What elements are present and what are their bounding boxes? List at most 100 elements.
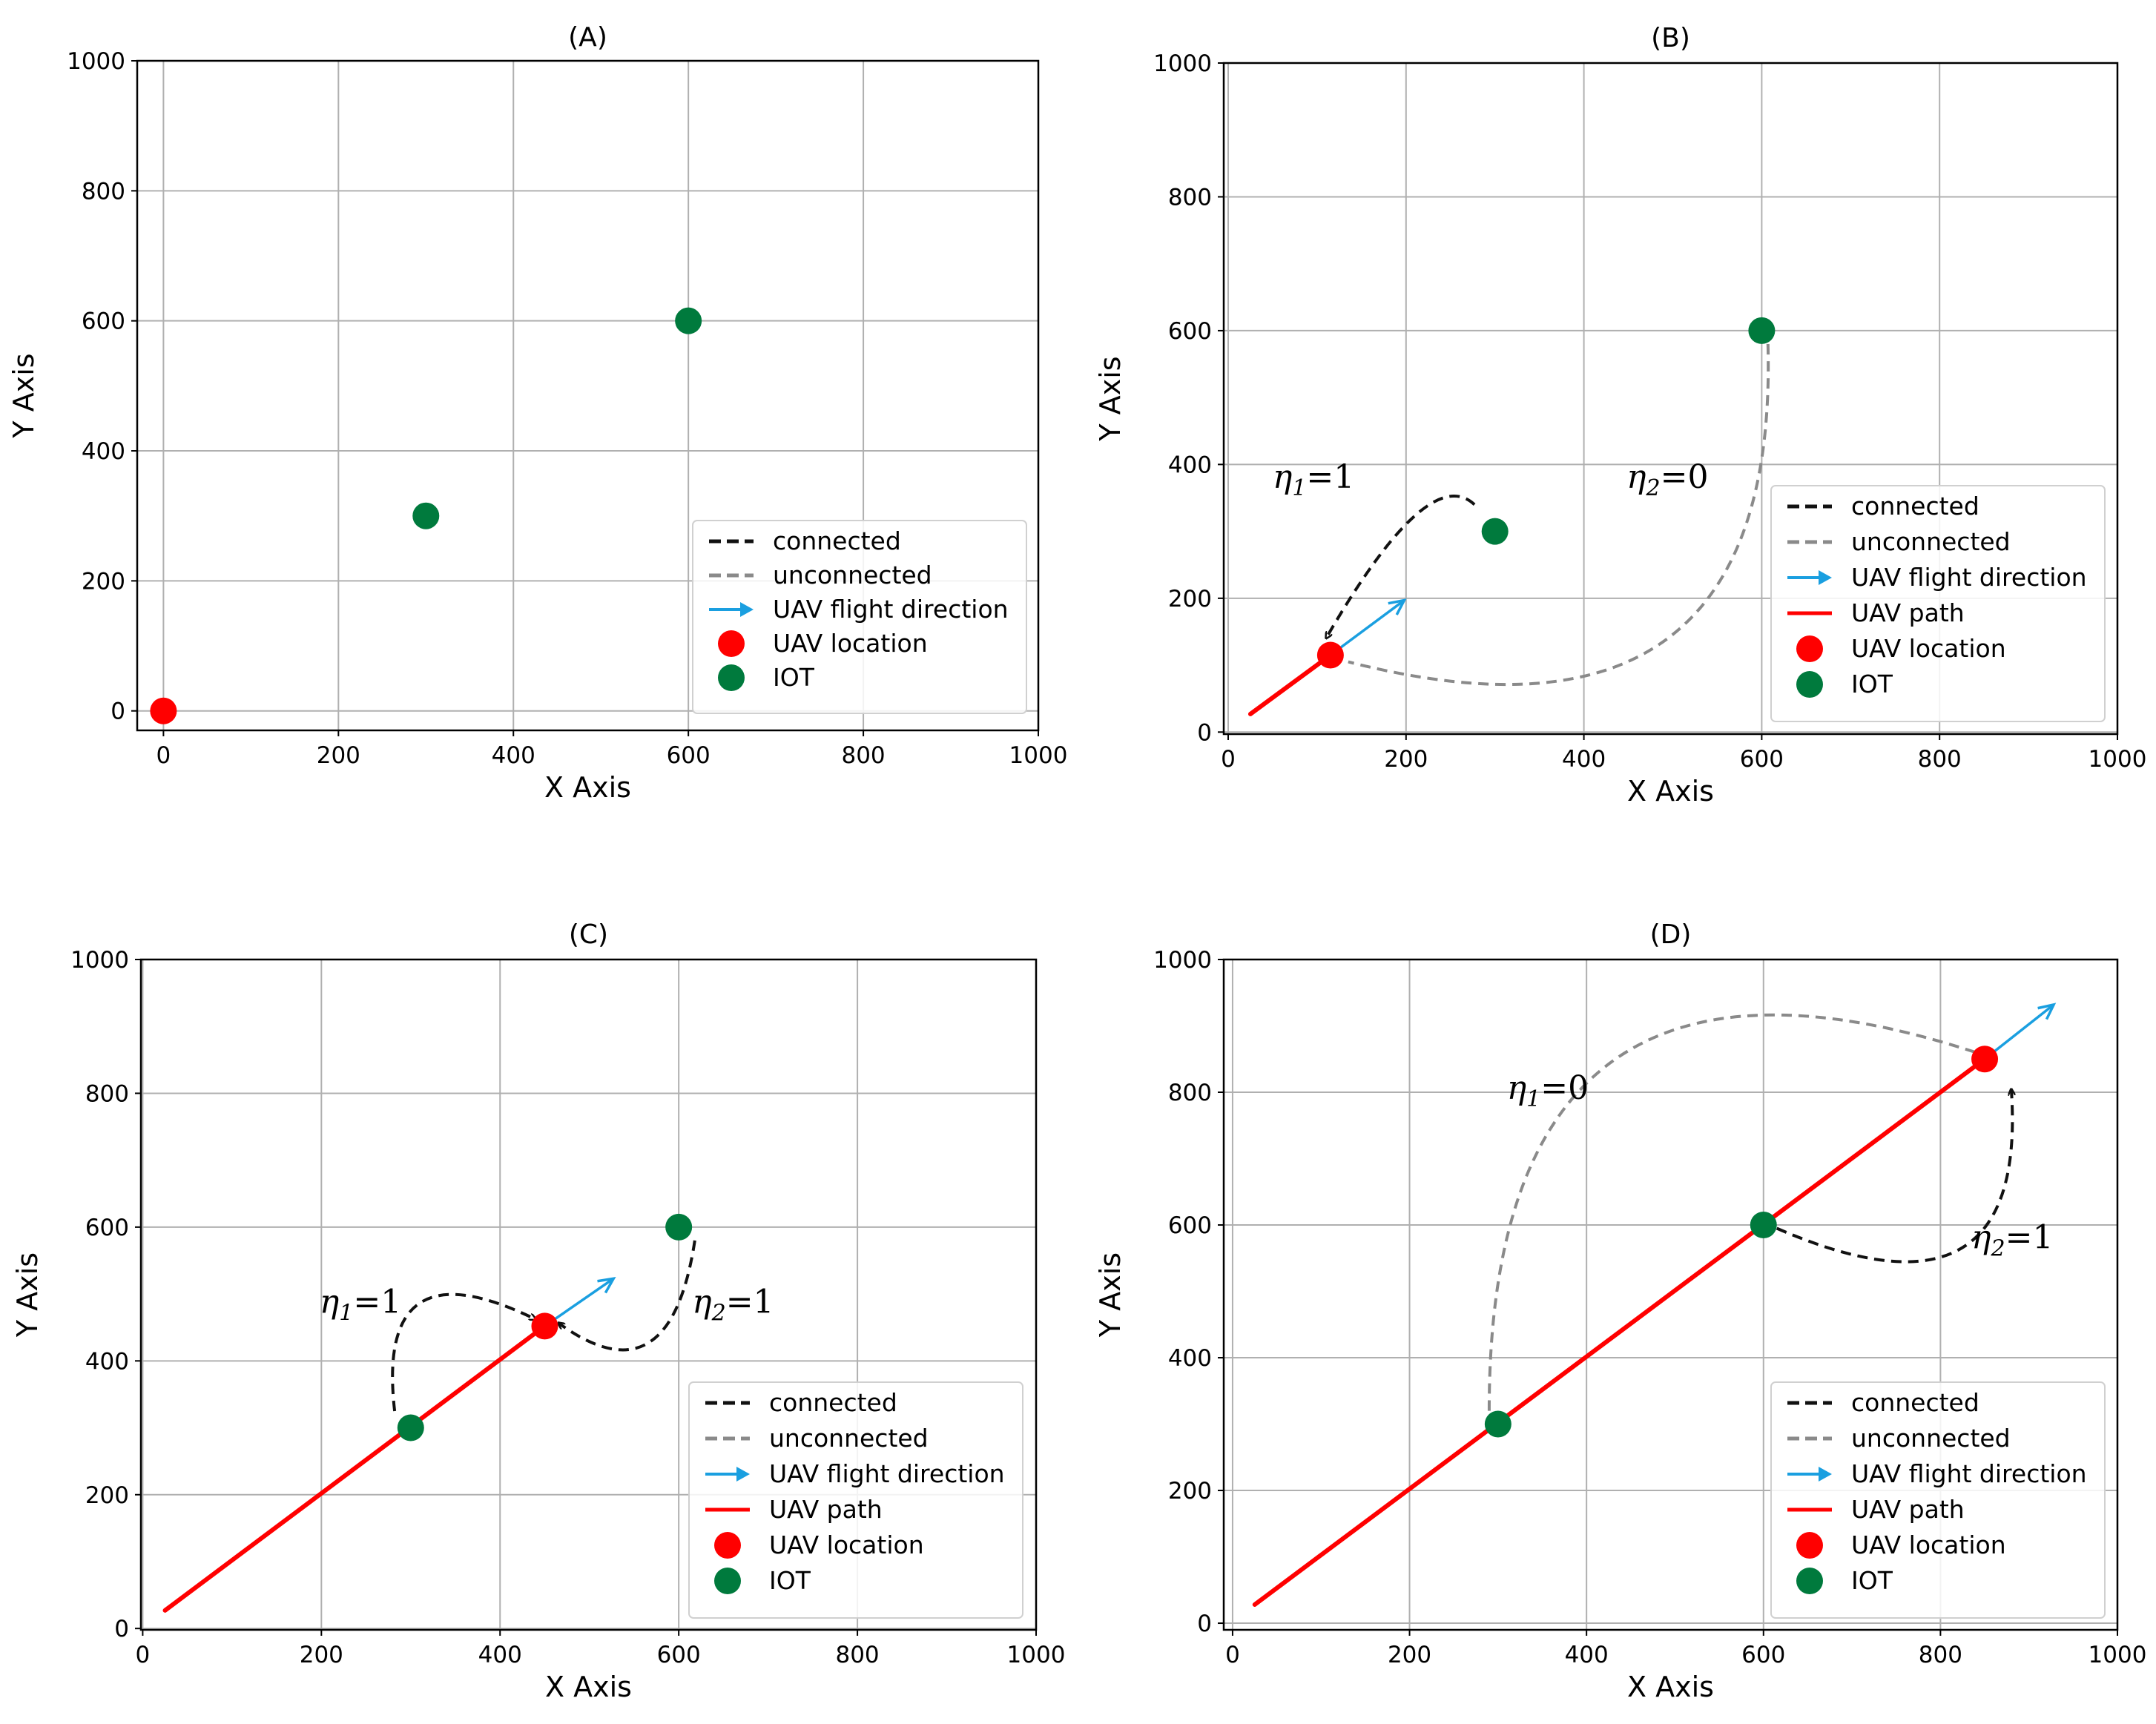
x-tick-label: 200 (1388, 1642, 1431, 1668)
legend-label: unconnected (769, 1424, 929, 1453)
y-tick-label: 800 (1168, 184, 1212, 211)
legend-label: unconnected (1851, 527, 2011, 556)
chart-panel-b: 0 200 400 600 800 1000 0 200 400 600 800 1000 (B) X A… (1094, 23, 2146, 807)
chart-panel-a: 0 200 400 600 800 1000 0 200 400 600 800 1000 (A) X A… (7, 22, 1067, 804)
y-tick-label: 200 (1168, 1478, 1212, 1505)
legend-box (1770, 1381, 2106, 1619)
legend-label: IOT (773, 663, 815, 692)
y-tick-label: 0 (114, 1616, 129, 1642)
legend-arrow-icon (1819, 1467, 1832, 1482)
flight-direction-arrowhead (597, 1277, 616, 1294)
legend-uav-marker (1796, 1532, 1823, 1559)
x-tick-label: 0 (136, 1642, 151, 1668)
y-tick-label: 200 (82, 568, 125, 595)
uav-location-marker (531, 1312, 558, 1340)
uav-location-marker (1971, 1046, 1999, 1073)
legend-label: UAV path (769, 1495, 883, 1524)
y-axis-label: Y Axis (1094, 1252, 1127, 1338)
legend-label: unconnected (1851, 1424, 2011, 1453)
x-tick-label: 600 (1740, 746, 1784, 773)
x-tick-label: 0 (156, 742, 171, 769)
legend-arrow-icon (1819, 570, 1832, 585)
legend-iot-marker (714, 1568, 741, 1594)
x-tick-label: 400 (478, 1642, 522, 1668)
y-tick-label: 600 (1168, 1212, 1212, 1239)
legend-box (688, 1381, 1023, 1619)
eta-label: η1=1 (320, 1283, 401, 1326)
iot-node (675, 307, 702, 334)
uav-path-line (1252, 1057, 1988, 1607)
x-tick-label: 200 (1384, 746, 1428, 773)
chart-title: (C) (569, 919, 608, 950)
legend-label: UAV location (773, 629, 928, 658)
iot-node (1481, 518, 1509, 545)
y-tick-label: 200 (1168, 586, 1212, 612)
y-tick-label: 1000 (70, 947, 129, 974)
y-tick-label: 0 (111, 698, 125, 725)
y-axis-label: Y Axis (7, 353, 40, 438)
legend-label: UAV path (1851, 1495, 1965, 1524)
plot-frame (1222, 62, 2119, 736)
y-tick-label: 1000 (67, 48, 125, 75)
y-tick-label: 0 (1197, 1611, 1212, 1637)
x-tick-label: 800 (1919, 1642, 1962, 1668)
uav-path-line (162, 1324, 547, 1613)
y-tick-label: 600 (1168, 318, 1212, 345)
x-axis-label: X Axis (544, 771, 631, 804)
legend-iot-marker (1796, 1568, 1823, 1594)
x-tick-label: 800 (835, 1642, 879, 1668)
legend-label: unconnected (773, 561, 932, 589)
legend-label: UAV flight direction (773, 595, 1009, 624)
connected-link-arc (558, 1240, 696, 1352)
legend-label: IOT (1851, 670, 1893, 698)
uav-location-marker (1316, 641, 1344, 669)
y-tick-label: 400 (85, 1348, 129, 1375)
x-tick-label: 0 (1221, 746, 1236, 773)
legend-box (1770, 485, 2106, 722)
eta-label: η2=1 (692, 1283, 774, 1326)
flight-direction-arrowhead (1388, 598, 1407, 615)
y-tick-label: 400 (1168, 1345, 1212, 1372)
legend-label: UAV flight direction (1851, 563, 2087, 592)
unconnected-link-arc (1348, 343, 1770, 686)
x-tick-label: 400 (1565, 1642, 1609, 1668)
legend-iot-marker (1796, 671, 1823, 698)
legend: connected unconnected UAV flight direction… (1770, 485, 2106, 722)
eta-label: η1=0 (1507, 1069, 1589, 1112)
legend-label: UAV location (1851, 634, 2006, 663)
y-tick-label: 200 (85, 1482, 129, 1509)
chart-title: (D) (1650, 919, 1692, 950)
x-axis-label: X Axis (1627, 1671, 1714, 1703)
chart-panel-c: 0 200 400 600 800 1000 0 200 400 600 800 1000 (C) X A… (11, 919, 1065, 1703)
y-tick-label: 400 (82, 438, 125, 465)
x-tick-label: 400 (492, 742, 535, 769)
plot-frame (1222, 958, 2119, 1631)
legend-label: IOT (769, 1566, 811, 1595)
iot-node (665, 1213, 693, 1241)
y-axis-label: Y Axis (1094, 356, 1127, 441)
unconnected-link-arc (1487, 1013, 1977, 1411)
x-tick-label: 1000 (1007, 1642, 1066, 1668)
eta-label: η2=0 (1626, 458, 1708, 501)
x-tick-label: 200 (300, 1642, 343, 1668)
y-tick-label: 800 (85, 1080, 129, 1107)
legend-uav-marker (1796, 635, 1823, 662)
legend-label: connected (1851, 1388, 1979, 1417)
legend-uav-marker (718, 630, 745, 657)
legend-label: IOT (1851, 1566, 1893, 1595)
iot-node (397, 1414, 424, 1441)
iot-node (1484, 1410, 1511, 1438)
flight-direction-arrowhead (2037, 1003, 2057, 1020)
x-tick-label: 1000 (2089, 746, 2147, 773)
plot-frame (136, 59, 1040, 732)
flight-direction-arrow (1983, 1003, 2055, 1060)
x-tick-label: 200 (317, 742, 360, 769)
chart-title: (B) (1651, 23, 1690, 53)
x-axis-label: X Axis (545, 1671, 632, 1703)
eta-label: η1=1 (1273, 458, 1354, 501)
legend-label: UAV flight direction (1851, 1459, 2087, 1488)
legend-label: UAV location (1851, 1530, 2006, 1559)
eta-label: η2=1 (1971, 1218, 2053, 1261)
x-axis-label: X Axis (1627, 775, 1714, 807)
